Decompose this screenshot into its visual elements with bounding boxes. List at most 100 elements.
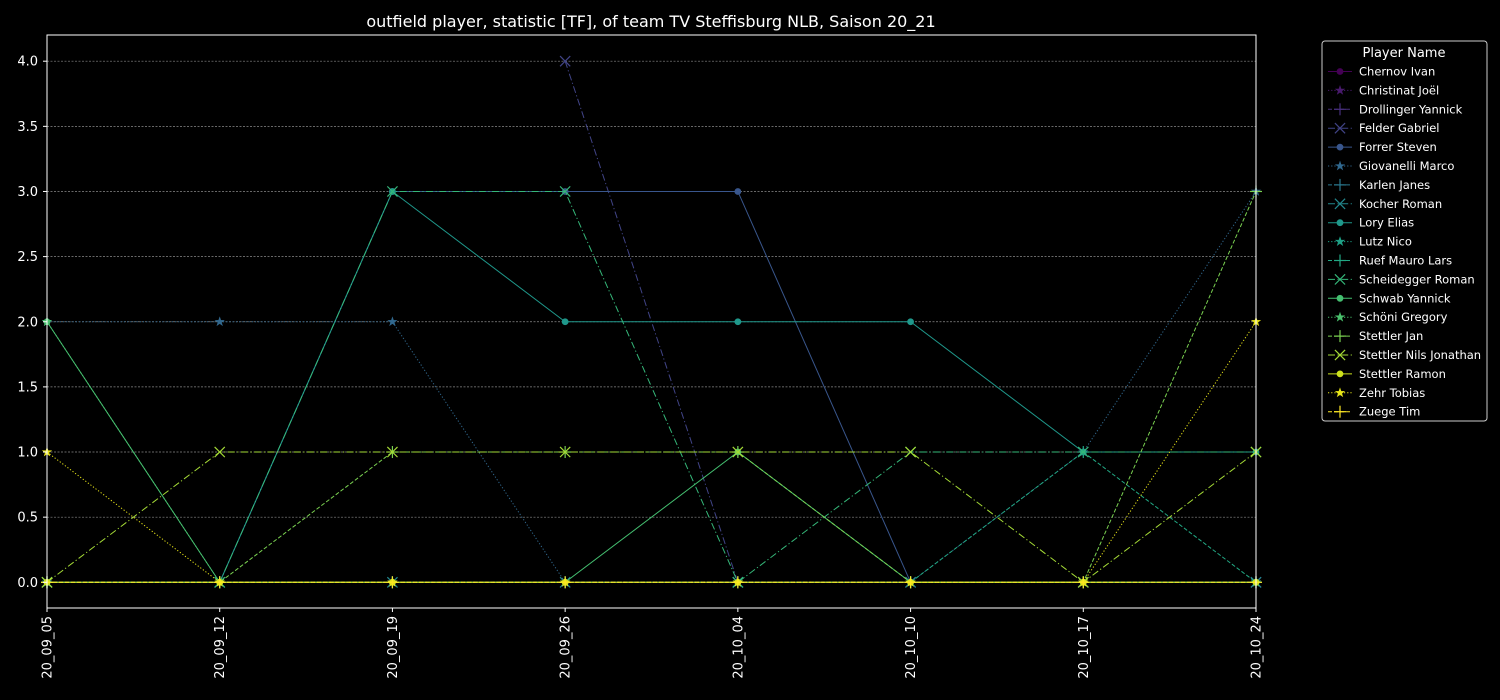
data-point xyxy=(1334,178,1346,191)
legend-entry: Stettler Jan xyxy=(1328,329,1423,343)
legend-entry: Scheidegger Roman xyxy=(1328,272,1475,286)
data-point xyxy=(1336,219,1344,227)
data-point xyxy=(1334,160,1346,171)
legend-box xyxy=(1321,40,1488,422)
data-point xyxy=(1334,387,1346,398)
legend-label: Zuege Tim xyxy=(1359,405,1420,419)
data-point xyxy=(561,318,569,326)
legend-entry: Lory Elias xyxy=(1328,216,1414,230)
x-tick-label: 20_10_10 xyxy=(904,616,919,679)
data-point xyxy=(734,318,742,326)
y-tick-label: 0.5 xyxy=(17,511,38,526)
legend-entry: Drollinger Yannick xyxy=(1328,102,1463,116)
data-point xyxy=(1334,103,1346,116)
legend-label: Schöni Gregory xyxy=(1359,310,1448,324)
data-point xyxy=(905,446,917,458)
data-point xyxy=(1334,405,1346,418)
data-point xyxy=(1334,273,1346,285)
data-point xyxy=(213,576,226,589)
y-tick-label: 3.5 xyxy=(17,120,38,135)
legend-entry: Giovanelli Marco xyxy=(1328,159,1454,173)
legend-entry: Schöni Gregory xyxy=(1328,310,1448,324)
legend-label: Lutz Nico xyxy=(1359,235,1412,249)
legend-label: Lory Elias xyxy=(1359,216,1414,230)
legend-entry: Forrer Steven xyxy=(1328,140,1437,154)
data-point-stroke xyxy=(1334,122,1346,134)
x-tick-label: 20_10_04 xyxy=(731,616,746,679)
y-tick-label: 0.0 xyxy=(17,576,38,591)
series-line xyxy=(46,451,1257,583)
legend-entry: Chernov Ivan xyxy=(1328,65,1435,79)
data-point-stroke xyxy=(1334,273,1346,285)
data-point xyxy=(386,185,398,197)
x-tick-label: 20_10_24 xyxy=(1250,616,1265,679)
legend-entry: Schwab Yannick xyxy=(1328,291,1451,305)
data-point xyxy=(1336,68,1344,75)
data-point-stroke xyxy=(559,185,571,197)
legend-entry: Kocher Roman xyxy=(1328,197,1442,211)
data-point xyxy=(214,446,226,458)
legend-entry: Karlen Janes xyxy=(1328,178,1430,192)
legend-entry: Stettler Nils Jonathan xyxy=(1328,348,1481,362)
data-point xyxy=(1334,122,1346,134)
data-point-stroke xyxy=(1077,446,1089,458)
data-point xyxy=(1334,349,1346,361)
legend-entry: Ruef Mauro Lars xyxy=(1328,254,1452,268)
data-point-stroke xyxy=(559,446,571,458)
data-point xyxy=(214,316,225,327)
data-point xyxy=(1334,236,1346,246)
legend-label: Karlen Janes xyxy=(1359,178,1430,192)
chart-title: outfield player, statistic [TF], of team… xyxy=(366,12,935,32)
data-point xyxy=(907,318,914,326)
data-point-stroke xyxy=(1334,349,1346,361)
legend-label: Christinat Joël xyxy=(1359,83,1439,97)
legend-label: Kocher Roman xyxy=(1359,197,1442,211)
data-point xyxy=(904,576,917,589)
x-tick-label: 20_09_05 xyxy=(41,616,56,679)
series-line xyxy=(47,190,1256,584)
data-point xyxy=(734,188,742,195)
legend-label: Stettler Jan xyxy=(1359,329,1423,343)
series-layer xyxy=(41,55,1262,589)
data-point xyxy=(1334,198,1346,210)
legend-label: Zehr Tobias xyxy=(1359,386,1425,400)
data-point-stroke xyxy=(559,55,571,67)
data-point-stroke xyxy=(214,446,226,458)
data-point xyxy=(1334,330,1346,343)
data-point xyxy=(387,316,398,327)
legend-label: Chernov Ivan xyxy=(1359,65,1435,79)
y-tick-label: 2.0 xyxy=(17,315,38,330)
data-point xyxy=(1334,84,1346,95)
data-point xyxy=(559,446,571,458)
x-tick-label: 20_09_26 xyxy=(559,616,574,679)
legend-entry: Felder Gabriel xyxy=(1328,121,1439,135)
data-point-stroke xyxy=(386,185,398,197)
legend-label: Schwab Yannick xyxy=(1359,291,1451,305)
data-point xyxy=(731,576,744,589)
legend-label: Stettler Ramon xyxy=(1359,367,1446,381)
y-tick-label: 3.0 xyxy=(17,185,38,200)
legend-label: Forrer Steven xyxy=(1359,140,1437,154)
data-point xyxy=(386,446,398,458)
legend-label: Felder Gabriel xyxy=(1359,121,1439,135)
data-point xyxy=(559,185,571,197)
data-point-stroke xyxy=(732,446,744,458)
data-point xyxy=(1336,370,1344,378)
y-tick-label: 4.0 xyxy=(17,55,38,70)
legend-entry: Stettler Ramon xyxy=(1328,367,1446,381)
legend-label: Drollinger Yannick xyxy=(1359,102,1463,116)
data-point-stroke xyxy=(386,446,398,458)
y-tick-label: 1.5 xyxy=(17,380,38,395)
legend-label: Ruef Mauro Lars xyxy=(1359,254,1452,268)
data-point xyxy=(1336,143,1344,151)
x-tick-label: 20_10_17 xyxy=(1077,616,1092,679)
legend-entry: Christinat Joël xyxy=(1328,83,1439,97)
data-point xyxy=(559,55,571,67)
legend-title: Player Name xyxy=(1363,46,1446,61)
data-point xyxy=(1334,311,1346,322)
legend-entry: Zuege Tim xyxy=(1328,405,1420,419)
data-point xyxy=(732,446,744,458)
data-point xyxy=(559,576,572,589)
axis-layer: 0.0 0.5 1.0 1.5 2.0 2.5 3.0 3.5 4.0 20_09_05 20_09… xyxy=(17,55,1264,679)
